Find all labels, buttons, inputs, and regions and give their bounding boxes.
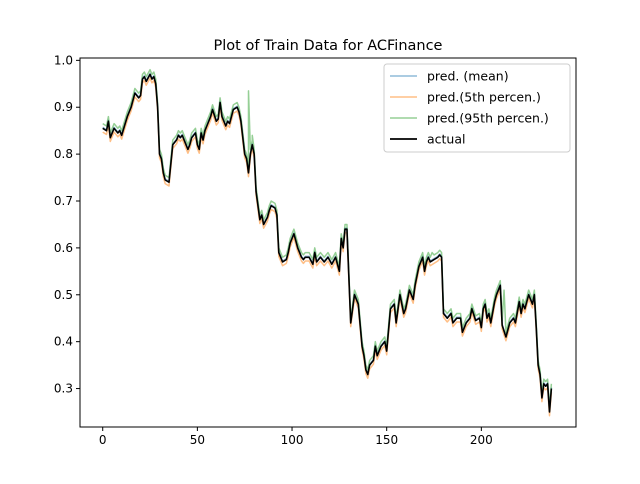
y-tick-label: 0.6 bbox=[54, 241, 73, 255]
y-tick-label: 0.4 bbox=[54, 335, 73, 349]
x-tick-label: 200 bbox=[470, 433, 493, 447]
legend-label: pred.(5th percen.) bbox=[427, 90, 541, 105]
legend: pred. (mean) pred.(5th percen.) pred.(95th… bbox=[383, 63, 571, 153]
x-tick-label: 100 bbox=[281, 433, 304, 447]
legend-label: pred. (mean) bbox=[427, 69, 509, 84]
axes-frame bbox=[79, 57, 577, 428]
y-tick-label: 0.8 bbox=[54, 147, 73, 161]
series-line-actual bbox=[102, 73, 553, 413]
series-line-pred-95th-percen bbox=[102, 68, 553, 409]
x-tick-label: 0 bbox=[99, 433, 107, 447]
series-layer bbox=[102, 68, 553, 417]
y-tick-label: 1.0 bbox=[54, 53, 73, 67]
x-tick-label: 150 bbox=[375, 433, 398, 447]
legend-box bbox=[383, 63, 571, 153]
x-tick-label: 50 bbox=[190, 433, 205, 447]
y-tick-label: 0.9 bbox=[54, 100, 73, 114]
y-tick-label: 0.7 bbox=[54, 194, 73, 208]
axes-layer: 0 50 100 150 200 0.3 0.4 0.5 0.6 0.7 0.8 0.9 1.0 bbox=[54, 53, 577, 447]
y-tick-label: 0.5 bbox=[54, 288, 73, 302]
chart-title: Plot of Train Data for ACFinance bbox=[214, 38, 443, 54]
legend-label: pred.(95th percen.) bbox=[427, 111, 549, 126]
y-tick-label: 0.3 bbox=[54, 382, 73, 396]
legend-label: actual bbox=[427, 132, 466, 147]
